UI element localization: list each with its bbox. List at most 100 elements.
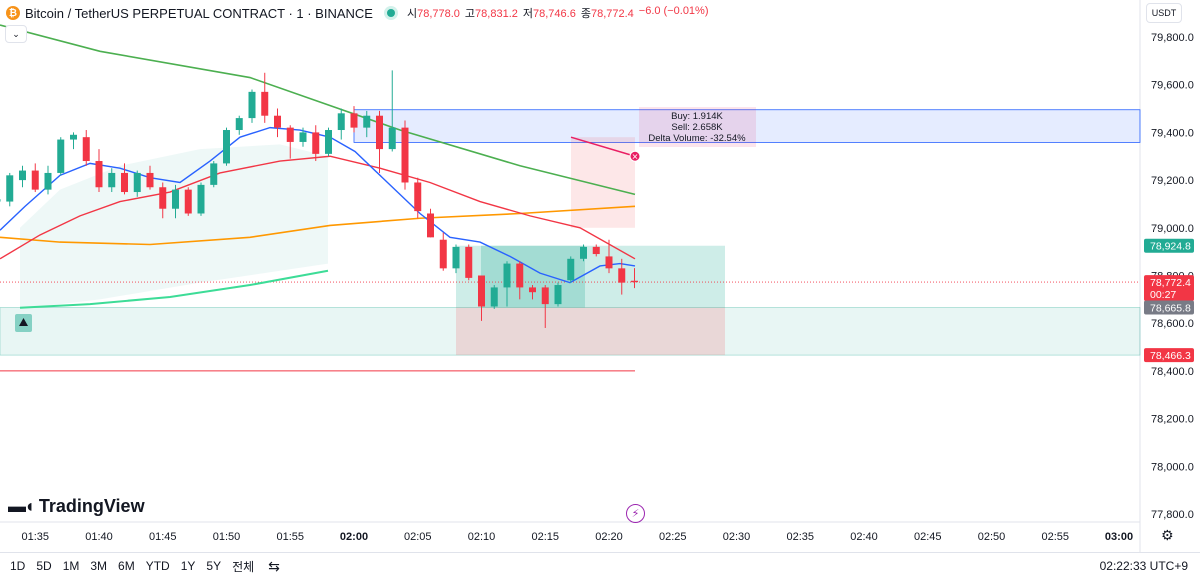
ema-mid-line [0, 155, 636, 260]
candle [274, 115, 281, 128]
settings-icon[interactable]: ⚙ [1161, 527, 1174, 543]
x-tick-label: 02:40 [850, 531, 878, 543]
x-tick-label: 03:00 [1105, 531, 1133, 543]
x-tick-label: 02:45 [914, 531, 942, 543]
x-tick-label: 01:50 [213, 531, 241, 543]
x-tick-label: 02:20 [595, 531, 623, 543]
price-label-text: 78,924.8 [1150, 241, 1191, 253]
price-label-bg [1144, 348, 1194, 363]
y-tick-label: 77,800.0 [1151, 509, 1194, 521]
tradingview-logo[interactable]: ▬◖ TradingView [8, 496, 145, 517]
candle [465, 246, 473, 278]
candle [452, 246, 460, 269]
candle [414, 182, 422, 212]
low-value: 78,746.6 [533, 8, 576, 20]
candle [580, 246, 587, 259]
candle [184, 189, 192, 214]
candle [172, 189, 179, 209]
candle [427, 213, 434, 238]
ohlc-values: 시78,778.0 고78,831.2 저78,746.6 종78,772.4 … [407, 5, 709, 21]
y-tick-label: 79,600.0 [1151, 80, 1194, 92]
candle [363, 115, 371, 128]
candle [133, 172, 141, 193]
bottom-toolbar: 1D 5D 1M 3M 6M YTD 1Y 5Y 전체 ⇆ 02:22:33 U… [0, 552, 1200, 579]
candle [541, 287, 549, 305]
collapse-legend-button[interactable]: ⌄ [5, 25, 27, 43]
lightning-icon[interactable]: ⚡ [626, 504, 645, 523]
range-button-5d[interactable]: 5D [36, 559, 52, 573]
clock[interactable]: 02:22:33 UTC+9 [1099, 559, 1188, 573]
candle [235, 118, 243, 131]
y-tick-label: 79,400.0 [1151, 127, 1194, 139]
x-tick-label: 02:25 [659, 531, 687, 543]
teal-line [19, 269, 329, 309]
x-tick-label: 01:45 [149, 531, 177, 543]
range-button-1d[interactable]: 1D [10, 559, 26, 573]
candle [350, 113, 358, 128]
candle [44, 172, 52, 190]
x-tick-label: 01:35 [21, 531, 49, 543]
candle [95, 161, 103, 188]
range-button-3m[interactable]: 3M [90, 559, 108, 573]
candle [516, 263, 524, 288]
symbol-title[interactable]: Bitcoin / TetherUS PERPETUAL CONTRACT · … [25, 5, 373, 21]
range-button-6m[interactable]: 6M [118, 559, 135, 573]
candle [146, 172, 154, 188]
candle [618, 268, 626, 283]
price-label-text: 78,665.8 [1150, 303, 1191, 315]
candle [490, 287, 498, 307]
annotation-buy: Buy: 1.914K [671, 111, 723, 122]
x-tick-label: 01:40 [85, 531, 113, 543]
range-button-1m[interactable]: 1M [62, 559, 80, 573]
annotation-sell: Sell: 2.658K [671, 122, 723, 133]
open-value: 78,778.0 [417, 8, 460, 20]
bitcoin-logo-icon: ₿ [6, 6, 20, 20]
y-tick-label: 78,200.0 [1151, 414, 1194, 426]
triangle-up-icon [19, 318, 28, 326]
x-tick-label: 02:15 [531, 531, 559, 543]
candle [82, 137, 90, 162]
candle [299, 132, 307, 142]
countdown-text: 00:27 [1150, 289, 1176, 301]
chevron-down-icon: ⌄ [12, 28, 20, 39]
chart-header: ₿ Bitcoin / TetherUS PERPETUAL CONTRACT … [0, 0, 1140, 26]
tradingview-brand: TradingView [38, 496, 145, 516]
price-label: 78,924.8 [1144, 238, 1194, 253]
y-tick-label: 79,000.0 [1151, 223, 1194, 235]
x-tick-label: 02:10 [468, 531, 496, 543]
x-tick-label: 02:05 [404, 531, 432, 543]
candle [388, 127, 396, 150]
range-button-ytd[interactable]: YTD [145, 559, 170, 573]
currency-button[interactable]: USDT [1146, 3, 1182, 23]
candle [286, 127, 294, 142]
candle [108, 172, 116, 188]
y-tick-label: 78,400.0 [1151, 366, 1194, 378]
candle [554, 285, 562, 305]
range-button-5y[interactable]: 5Y [206, 559, 222, 573]
candle [631, 280, 638, 283]
candle [159, 187, 167, 209]
x-tick-label: 02:50 [978, 531, 1006, 543]
candle [197, 184, 205, 214]
range-button-all[interactable]: 전체 [232, 559, 255, 574]
price-label: 78,466.3 [1144, 348, 1194, 363]
supply-zone [353, 109, 1141, 143]
x-tick-label: 01:55 [276, 531, 304, 543]
range-button-1y[interactable]: 1Y [180, 559, 196, 573]
date-range-icon[interactable]: ⇆ [268, 557, 280, 574]
candle [121, 172, 128, 193]
tradingview-mark-icon: ▬◖ [8, 496, 35, 516]
candle [439, 239, 447, 269]
low-label: 저 [522, 8, 533, 20]
y-tick-label: 79,800.0 [1151, 32, 1194, 44]
price-label-text: 78,772.4 [1150, 277, 1191, 289]
ema-slow-line [0, 205, 636, 246]
candle [401, 127, 409, 183]
market-status-icon[interactable] [386, 9, 395, 17]
close-label: 종 [580, 8, 591, 20]
close-circle-icon [629, 150, 641, 162]
candle [19, 170, 26, 181]
close-x-glyph: ✕ [632, 152, 639, 161]
candle [70, 134, 77, 140]
